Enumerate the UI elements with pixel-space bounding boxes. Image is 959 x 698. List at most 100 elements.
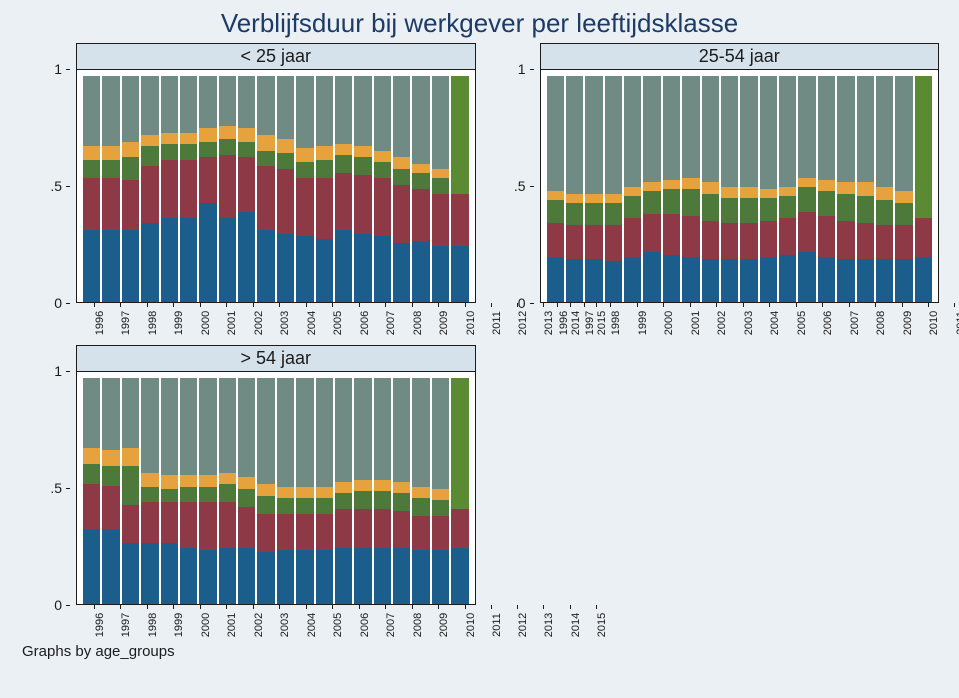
x-tick: 2004 [294,605,318,623]
bar-segment [585,225,602,259]
x-axis: 1996199719981999200020012002200320042005… [20,303,476,345]
bar-segment [432,500,449,516]
bar-segment [547,76,564,191]
x-tick: 2006 [347,605,371,623]
bar [895,76,912,302]
bar-segment [393,378,410,482]
bar-segment [895,225,912,259]
bar-segment [682,257,699,302]
y-axis: 1.50 [20,371,76,605]
bar-segment [238,142,255,158]
panel-title: < 25 jaar [76,43,476,69]
bar-segment [740,259,757,302]
bar-segment [895,259,912,302]
bar-segment [122,505,139,543]
bar-segment [83,76,100,146]
bar-segment [161,160,178,219]
bar [354,76,371,302]
bar-segment [818,76,835,180]
bar-segment [277,153,294,169]
bar-segment [585,76,602,194]
bar-segment [122,543,139,604]
bar-segment [335,548,352,605]
bar-segment [432,516,449,550]
bar-segment [663,189,680,214]
x-tick: 1996 [82,303,106,321]
bar-segment [335,378,352,482]
x-tick: 1999 [161,605,185,623]
bar-segment [354,76,371,146]
bar-segment [354,480,371,491]
bar-segment [219,126,236,140]
bar-segment [161,76,178,133]
bar-segment [779,187,796,196]
bar-segment [393,548,410,605]
y-tick: 1 [54,62,70,76]
bar [257,76,274,302]
x-tick: 2010 [453,303,477,321]
bar-segment [316,487,333,498]
bar-segment [102,146,119,160]
bar-segment [432,246,449,303]
bar-segment [83,448,100,464]
bar-segment [721,198,738,223]
y-tick: 0 [54,296,70,310]
bar-segment [566,194,583,203]
bar-segment [798,212,815,253]
bar-segment [374,491,391,509]
bar-segment [83,230,100,302]
bar-segment [122,142,139,158]
bar-segment [682,178,699,189]
bar-segment [682,189,699,216]
bar-segment [277,550,294,604]
bar-segment [798,187,815,212]
x-tick: 2005 [320,605,344,623]
bars-container [547,76,933,302]
bar-segment [702,76,719,182]
bar-segment [451,76,468,194]
bar [605,76,622,302]
x-tick: 2008 [400,605,424,623]
bar-segment [83,529,100,604]
bar-segment [102,529,119,604]
bar [624,76,641,302]
x-tick: 2002 [241,303,265,321]
x-tick: 2003 [731,303,755,321]
x-tick: 2006 [810,303,834,321]
bar-segment [354,175,371,234]
bar-segment [876,187,893,201]
x-tick: 1997 [108,605,132,623]
bar-segment [798,178,815,187]
bar-segment [257,496,274,514]
bar-segment [83,464,100,484]
bar-segment [451,509,468,547]
bar-segment [141,378,158,473]
bar-segment [682,76,699,178]
x-tick: 2001 [214,605,238,623]
bar-segment [451,194,468,246]
bar-segment [257,552,274,604]
bar-segment [566,76,583,194]
bar-segment [374,378,391,480]
bar [180,378,197,604]
bar-segment [605,225,622,261]
bar [915,76,932,302]
bar-segment [257,135,274,151]
bar-segment [219,139,236,155]
bar-segment [857,196,874,223]
bar-segment [257,230,274,302]
chart-title: Verblijfsduur bij werkgever per leeftijd… [0,0,959,43]
bar-segment [316,514,333,550]
x-tick: 2000 [188,303,212,321]
bar-segment [624,187,641,196]
bar-segment [837,76,854,182]
bar-segment [316,178,333,239]
bar-segment [393,493,410,511]
x-tick: 1996 [546,303,570,321]
y-tick: 1 [518,62,534,76]
bar-segment [740,198,757,223]
bar-segment [335,76,352,144]
bar-segment [374,151,391,162]
bar-segment [547,223,564,257]
bar-segment [257,484,274,495]
